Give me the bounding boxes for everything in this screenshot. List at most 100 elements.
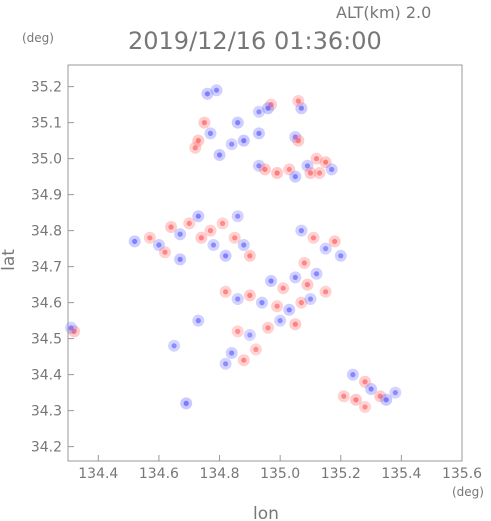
echo-cell: [292, 274, 298, 280]
echo-cell: [183, 400, 189, 406]
echo-cell: [210, 242, 217, 248]
x-tick-label: 134.8: [199, 466, 239, 482]
x-tick-label: 134.6: [139, 466, 179, 482]
echo-cell: [262, 166, 268, 172]
echo-cell: [304, 163, 311, 169]
echo-cell: [132, 238, 138, 244]
echo-cell: [241, 357, 247, 363]
echo-cell: [323, 289, 329, 295]
echo-cell: [277, 318, 283, 324]
echo-cell: [350, 372, 356, 378]
echo-cell: [332, 238, 338, 244]
echo-cell: [274, 170, 280, 176]
altitude-label: ALT(km) 2.0: [336, 3, 431, 22]
echo-cell: [207, 130, 214, 136]
echo-cell: [201, 120, 207, 126]
x-tick-label: 135.0: [260, 466, 300, 482]
x-axis-label: lon: [253, 504, 279, 521]
echo-cell: [219, 220, 226, 226]
echo-cell: [235, 120, 241, 126]
echo-cell: [223, 361, 229, 367]
echo-cell: [292, 321, 298, 327]
echo-cell: [301, 260, 307, 266]
echo-cell: [147, 235, 153, 241]
echo-cell: [235, 296, 241, 302]
echo-cell: [313, 271, 320, 277]
y-tick-label: 34.5: [31, 332, 62, 348]
echo-cell: [256, 163, 262, 169]
echo-cell: [171, 343, 177, 349]
echo-cell: [329, 166, 335, 172]
echo-cell: [392, 390, 398, 396]
y-tick-label: 35.2: [31, 80, 62, 96]
echo-cell: [286, 166, 292, 172]
plot-frame: [67, 64, 463, 462]
echo-cell: [307, 170, 314, 176]
echo-cell: [68, 325, 74, 331]
echo-cell: [268, 102, 274, 108]
echo-cell: [216, 152, 223, 158]
echo-cell: [256, 109, 262, 115]
echo-cell: [362, 404, 368, 410]
echo-cell: [323, 159, 329, 165]
echo-cell: [295, 138, 301, 144]
echo-cell: [247, 332, 253, 338]
echo-cell: [313, 156, 320, 162]
echo-cell: [213, 87, 220, 93]
y-tick-label: 34.6: [31, 296, 62, 312]
echo-cell: [247, 292, 253, 298]
echo-cell: [316, 170, 323, 176]
echo-cell: [304, 282, 311, 288]
echo-cell: [195, 213, 201, 219]
y-unit-label: (deg): [22, 31, 54, 45]
echo-cell: [177, 256, 183, 262]
echo-cell: [280, 285, 286, 291]
y-axis-label: lat: [0, 249, 19, 271]
echo-cell: [162, 249, 168, 255]
echo-cell: [229, 350, 235, 356]
echo-cell: [292, 174, 298, 180]
echo-cell: [247, 253, 253, 259]
chart-title: 2019/12/16 01:36:00: [128, 27, 382, 55]
y-tick-label: 34.7: [31, 260, 62, 276]
echo-cell: [168, 224, 174, 230]
echo-cell: [256, 130, 262, 136]
echo-cell: [377, 393, 383, 399]
y-tick-label: 34.9: [31, 188, 62, 204]
echo-cell: [195, 138, 201, 144]
echo-cell: [241, 242, 247, 248]
x-tick-label: 135.6: [442, 466, 482, 482]
echo-cell: [235, 213, 241, 219]
echo-cell: [295, 98, 301, 104]
echo-cell: [198, 235, 204, 241]
echo-cell: [298, 300, 304, 306]
x-tick-label: 135.2: [321, 466, 361, 482]
echo-cell: [353, 397, 359, 403]
y-tick-label: 34.8: [31, 224, 62, 240]
y-tick-label: 35.0: [31, 152, 62, 168]
x-tick-label: 134.4: [78, 466, 118, 482]
y-axis: 34.2 34.3 34.4 34.5 34.6 34.7 34.8 34.9 35.0 35.1…: [31, 80, 74, 456]
echo-cell: [274, 303, 280, 309]
echo-cell: [204, 91, 211, 97]
echo-cell: [71, 328, 77, 334]
echo-cell: [229, 141, 235, 147]
echo-cell: [368, 386, 374, 392]
echo-cell: [156, 242, 162, 248]
echo-cell: [323, 246, 329, 252]
echo-cell: [268, 278, 274, 284]
echo-cell: [207, 228, 214, 234]
echo-cell: [338, 253, 344, 259]
x-tick-label: 135.4: [381, 466, 421, 482]
echo-cell: [362, 379, 368, 385]
echo-cell: [307, 296, 314, 302]
echo-cell: [177, 231, 183, 237]
echo-cell: [383, 397, 389, 403]
x-unit-label: (deg): [452, 485, 484, 499]
echo-cell: [192, 145, 198, 151]
echo-cell: [265, 325, 271, 331]
echo-cell: [341, 393, 347, 399]
x-axis: 134.4 134.6 134.8 135.0 135.2 135.4 135.6: [78, 455, 482, 482]
echo-cell: [259, 300, 265, 306]
